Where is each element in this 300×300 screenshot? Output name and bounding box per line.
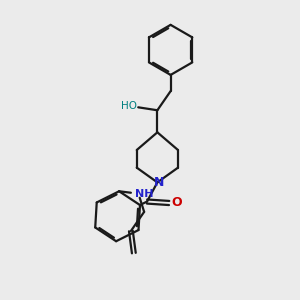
Text: N: N <box>154 176 164 189</box>
Text: O: O <box>171 196 182 209</box>
Text: NH: NH <box>135 189 154 199</box>
Text: HO: HO <box>121 101 137 111</box>
